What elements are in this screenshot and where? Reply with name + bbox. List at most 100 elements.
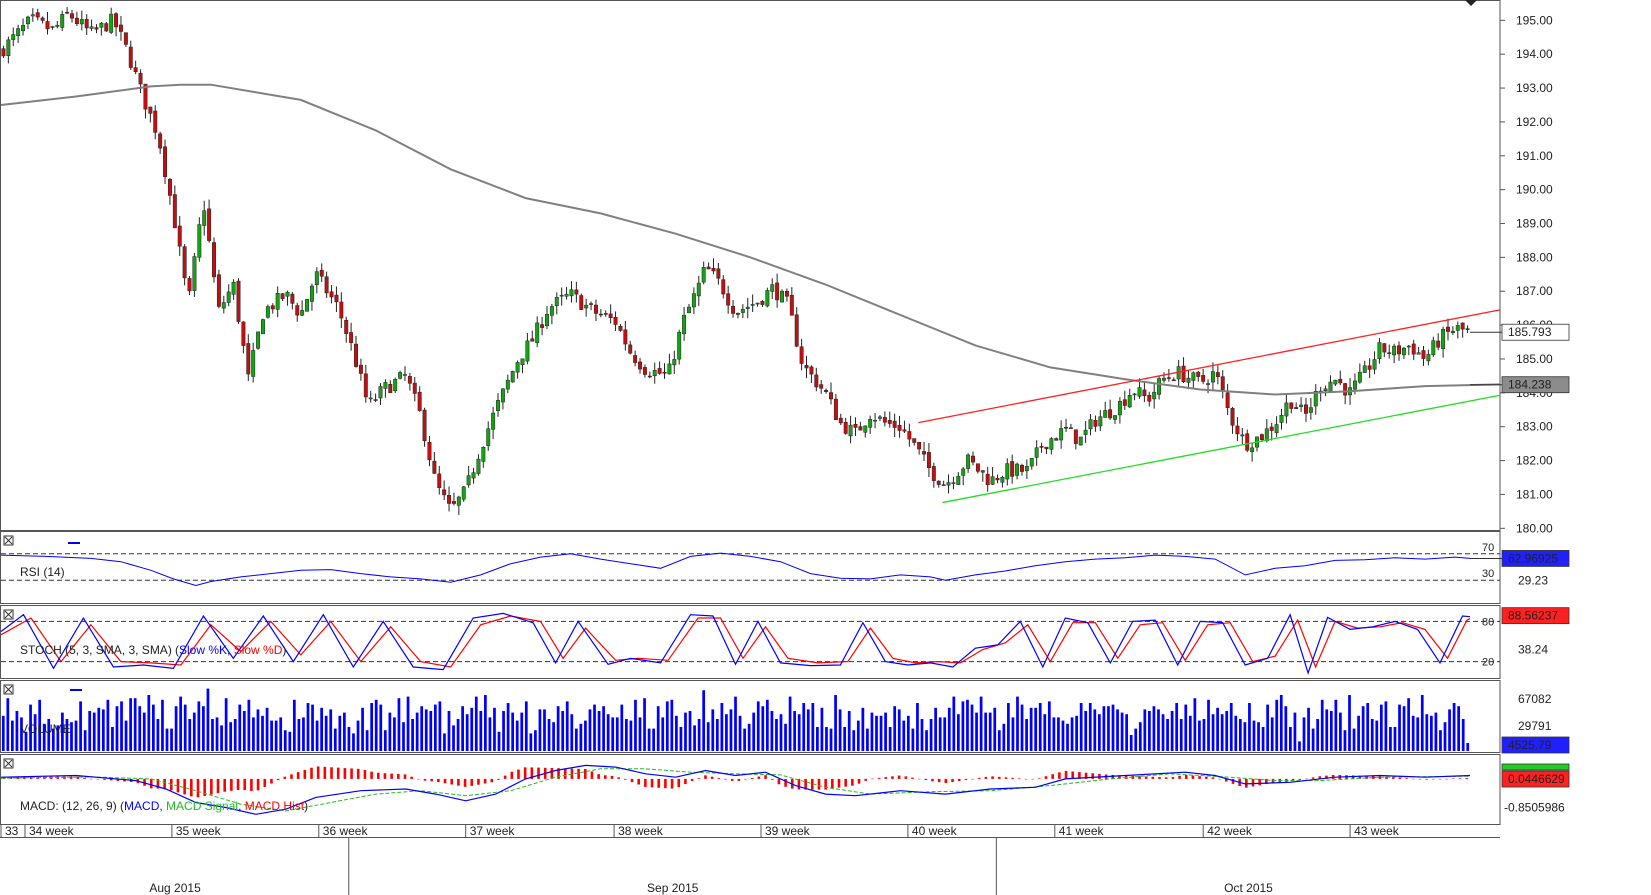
candle-body: [158, 133, 163, 149]
candle-body: [65, 11, 70, 14]
volume-bar: [856, 720, 860, 751]
volume-bar: [92, 712, 96, 751]
volume-bar: [1025, 719, 1028, 751]
upper-channel-line: [918, 309, 1501, 424]
candle-body: [1181, 365, 1186, 382]
volume-bar: [775, 719, 778, 751]
candle-body: [60, 14, 65, 28]
macd-hist-bar: [1291, 778, 1295, 782]
volume-bar: [765, 699, 769, 751]
candle-body: [1441, 328, 1446, 349]
candle-body: [971, 455, 975, 463]
candle-body: [486, 428, 491, 446]
macd-hist-bar: [1191, 775, 1195, 779]
volume-bar: [415, 712, 419, 751]
candle-body: [280, 293, 285, 299]
candle-body: [775, 282, 780, 301]
volume-bar: [770, 711, 774, 751]
macd-hist-bar: [1144, 776, 1148, 779]
candle-body: [388, 384, 393, 394]
candle-body: [794, 314, 799, 347]
macd-hist-bar: [931, 778, 934, 782]
volume-bar: [156, 719, 160, 751]
volume-bar: [715, 719, 719, 751]
price-frame: [0, 0, 1501, 531]
volume-bar: [406, 696, 410, 751]
macd-hist-bar: [1465, 777, 1468, 779]
volume-bar: [656, 706, 660, 751]
stoch-tick-label: 38.24: [1518, 642, 1548, 656]
volume-bar: [438, 701, 442, 751]
volume-bar: [47, 719, 51, 751]
macd-hist-bar: [1078, 772, 1081, 779]
volume-bar: [638, 717, 642, 751]
rsi-level-label: 70: [1482, 542, 1494, 554]
candle-body: [559, 294, 564, 297]
volume-bar: [665, 701, 669, 751]
volume-bar: [643, 698, 646, 751]
macd-hist-bar: [637, 778, 640, 785]
macd-hist-bar: [250, 778, 253, 791]
volume-collapse-x-icon: [4, 685, 13, 694]
candle-body: [608, 313, 613, 319]
macd-hist-bar: [1151, 776, 1155, 779]
candle-body: [1304, 404, 1308, 414]
week-label: 43 week: [1354, 824, 1400, 838]
volume-panel-title: VOLUME: [20, 722, 71, 736]
candle-body: [677, 331, 682, 360]
volume-bar: [1238, 719, 1242, 751]
candle-body: [1024, 466, 1029, 472]
volume-bar: [1366, 703, 1370, 751]
macd-hist-bar: [410, 776, 413, 779]
volume-bar: [938, 717, 942, 751]
macd-collapse-x-icon: [4, 759, 13, 768]
macd-hist-bar: [490, 778, 494, 783]
candle-body: [1162, 377, 1166, 381]
candle-body: [917, 441, 922, 450]
volume-bar: [456, 719, 460, 751]
candle-body: [40, 17, 45, 21]
macd-hist-bar: [964, 778, 968, 780]
macd-hist-bar: [991, 776, 994, 779]
volume-bar: [1439, 730, 1442, 751]
volume-bar: [520, 712, 524, 751]
candle-body: [1294, 407, 1299, 409]
rsi-level-label: 30: [1482, 568, 1494, 580]
candle-body: [295, 305, 300, 316]
volume-bar: [847, 711, 851, 751]
volume-bar: [556, 706, 560, 751]
volume-bar: [1066, 723, 1069, 751]
candle-body: [1015, 463, 1020, 476]
candle-body: [1093, 420, 1098, 427]
volume-bar: [1261, 727, 1265, 751]
macd-hist-bar: [657, 778, 661, 788]
macd-hist-bar: [190, 778, 193, 797]
macd-hist-bar: [1251, 778, 1255, 787]
candle-body: [853, 424, 858, 428]
candle-body: [838, 417, 843, 424]
candle-body: [554, 297, 559, 306]
volume-bar: [675, 715, 678, 751]
volume-bar: [83, 730, 87, 751]
candle-body: [1083, 429, 1088, 435]
candle-body: [902, 429, 907, 432]
macd-hist-bar: [977, 777, 981, 779]
candle-body: [16, 28, 21, 37]
volume-bar: [101, 709, 105, 751]
week-label: 42 week: [1207, 824, 1253, 838]
volume-bar: [233, 719, 237, 751]
volume-bar: [1429, 715, 1433, 751]
volume-bar: [1079, 703, 1083, 751]
candle-body: [628, 344, 633, 354]
candle-body: [256, 331, 261, 349]
candle-body: [926, 452, 931, 468]
volume-bar: [788, 696, 792, 751]
volume-bar: [893, 706, 897, 751]
candle-body: [1460, 322, 1465, 330]
candle-body: [442, 489, 447, 496]
ma-price-label: 184.238: [1508, 378, 1552, 392]
macd-hist-bar: [744, 778, 747, 780]
candle-body: [731, 305, 736, 314]
candle-body: [1034, 447, 1039, 458]
stoch-frame: [0, 605, 1501, 679]
